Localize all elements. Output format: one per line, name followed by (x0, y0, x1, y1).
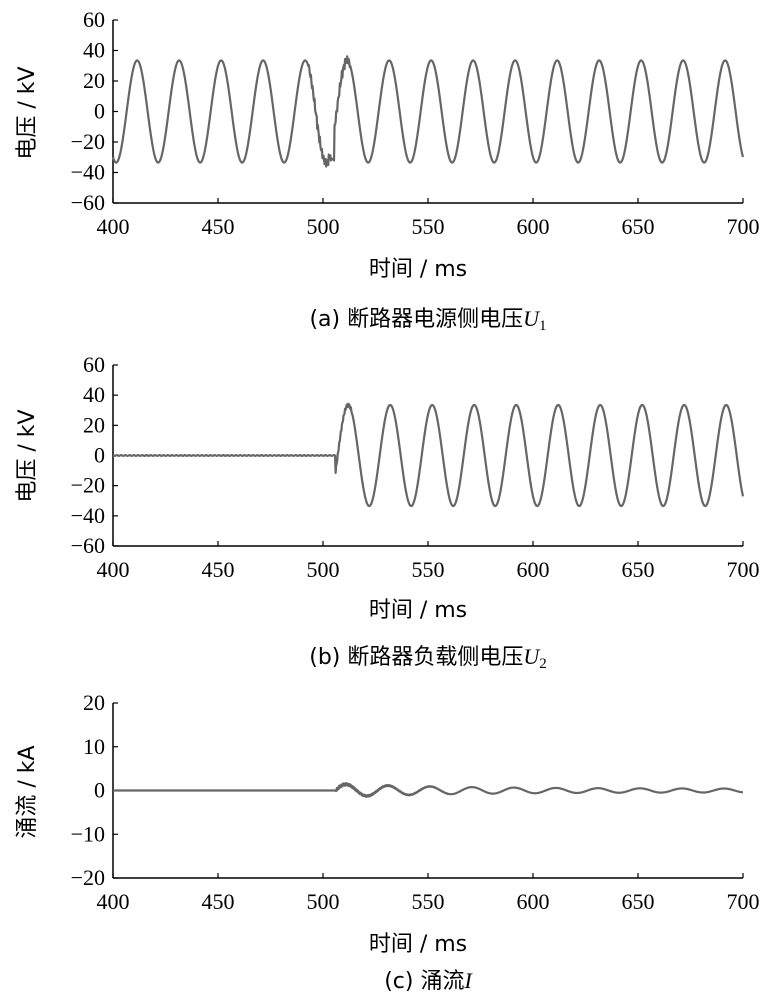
y-tick-label: −40 (71, 503, 105, 528)
y-tick-label: 40 (83, 38, 105, 63)
x-tick-label: 650 (622, 214, 655, 239)
y-tick-label: 20 (83, 690, 105, 715)
y-tick-label: −20 (71, 473, 105, 498)
y-tick-label: −40 (71, 160, 105, 185)
y-tick-label: 20 (83, 412, 105, 437)
x-tick-label: 650 (622, 557, 655, 582)
y-tick-label: 0 (94, 443, 105, 468)
y-tick-label: −10 (71, 821, 105, 846)
chart-caption: (b) 断路器负载侧电压U2 (309, 644, 547, 672)
x-axis-label: 时间 / ms (369, 932, 467, 957)
chart-caption: (a) 断路器电源侧电压U1 (309, 306, 546, 334)
x-tick-label: 450 (202, 214, 235, 239)
y-tick-label: 20 (83, 68, 105, 93)
x-tick-label: 400 (97, 889, 130, 914)
x-tick-label: 550 (412, 557, 445, 582)
x-tick-label: 500 (307, 214, 340, 239)
y-tick-label: 60 (83, 7, 105, 32)
x-tick-label: 500 (307, 557, 340, 582)
x-tick-label: 600 (517, 557, 550, 582)
y-tick-label: 60 (83, 352, 105, 377)
x-tick-label: 500 (307, 889, 340, 914)
y-tick-label: −20 (71, 129, 105, 154)
y-axis-label: 涌流 / kA (15, 745, 40, 838)
x-tick-label: 550 (412, 214, 445, 239)
series-line (112, 782, 744, 798)
x-tick-label: 600 (517, 214, 550, 239)
x-tick-label: 700 (727, 557, 760, 582)
series-line (112, 402, 745, 508)
x-tick-label: 700 (727, 889, 760, 914)
x-axis-label: 时间 / ms (369, 598, 467, 623)
y-tick-label: 40 (83, 382, 105, 407)
x-tick-label: 650 (622, 889, 655, 914)
x-tick-label: 700 (727, 214, 760, 239)
x-tick-label: 450 (202, 889, 235, 914)
x-axis-label: 时间 / ms (369, 257, 467, 282)
x-tick-label: 400 (97, 214, 130, 239)
x-tick-label: 400 (97, 557, 130, 582)
chart-caption: (c) 涌流I (384, 968, 473, 994)
y-tick-label: −20 (71, 865, 105, 890)
y-axis-label: 电压 / kV (15, 409, 40, 502)
y-tick-label: 0 (94, 778, 105, 803)
y-tick-label: −60 (71, 190, 105, 215)
x-tick-label: 450 (202, 557, 235, 582)
y-axis-label: 电压 / kV (15, 66, 40, 159)
y-tick-label: 0 (94, 99, 105, 124)
series-line (111, 55, 745, 168)
x-tick-label: 550 (412, 889, 445, 914)
x-tick-label: 600 (517, 889, 550, 914)
y-tick-label: 10 (83, 734, 105, 759)
y-tick-label: −60 (71, 533, 105, 558)
